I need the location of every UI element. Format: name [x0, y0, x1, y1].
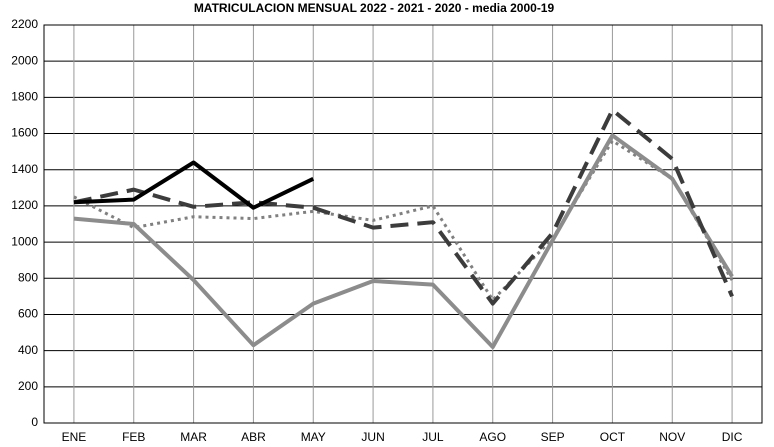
y-tick-label: 2200	[11, 17, 38, 31]
x-tick-label: ENE	[62, 430, 87, 444]
x-tick-label: JUN	[361, 430, 384, 444]
y-tick-label: 800	[18, 270, 38, 284]
x-tick-label: OCT	[600, 430, 626, 444]
series-line	[73, 133, 734, 350]
chart-title: MATRICULACION MENSUAL 2022 - 2021 - 2020…	[194, 1, 555, 15]
series-line	[73, 108, 734, 306]
y-tick-label: 0	[31, 415, 38, 429]
x-tick-label: JUL	[422, 430, 444, 444]
x-tick-label: FEB	[122, 430, 145, 444]
y-tick-label: 1600	[11, 126, 38, 140]
y-tick-label: 400	[18, 343, 38, 357]
x-tick-label: ABR	[241, 430, 266, 444]
x-tick-label: NOV	[659, 430, 685, 444]
y-tick-label: 1200	[11, 198, 38, 212]
series-line	[73, 160, 315, 210]
y-tick-label: 600	[18, 307, 38, 321]
y-tick-label: 1400	[11, 162, 38, 176]
series-line	[73, 139, 734, 302]
x-tick-label: SEP	[541, 430, 565, 444]
y-tick-label: 2000	[11, 53, 38, 67]
x-tick-label: DIC	[722, 430, 743, 444]
x-tick-label: MAY	[301, 430, 326, 444]
x-tick-label: MAR	[180, 430, 207, 444]
y-tick-label: 1000	[11, 234, 38, 248]
y-tick-label: 1800	[11, 90, 38, 104]
x-tick-label: AGO	[479, 430, 506, 444]
plot-border	[43, 24, 763, 424]
y-tick-label: 200	[18, 379, 38, 393]
